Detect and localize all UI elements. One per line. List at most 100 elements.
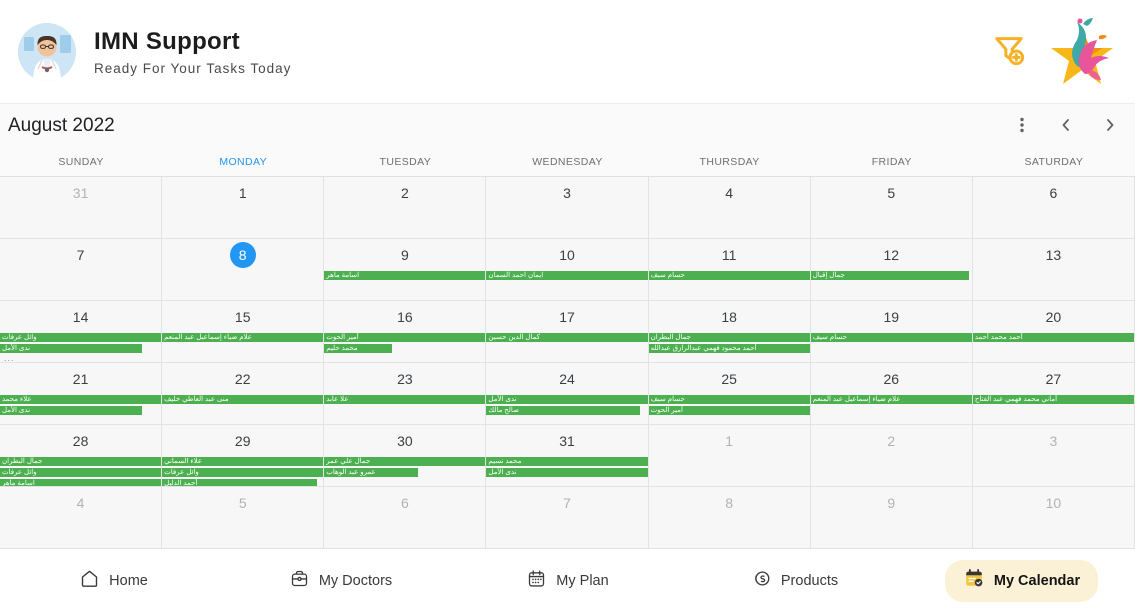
day-cell[interactable]: 4 (0, 487, 163, 549)
day-cell[interactable]: 31 (0, 177, 163, 239)
day-cell[interactable]: 24 ندى الأمل صالح مالك (486, 363, 649, 425)
event-bar[interactable]: صالح مالك (486, 406, 640, 415)
day-cell[interactable]: 7 (486, 487, 649, 549)
day-number: 6 (1049, 185, 1058, 201)
day-cell[interactable]: 19 حسام سيف (810, 301, 973, 363)
day-cell[interactable]: 22 منى عبد العاطي خليف (162, 363, 325, 425)
event-bar[interactable]: ندى الأمل (486, 395, 648, 404)
day-cell[interactable]: 5 (810, 177, 973, 239)
weekday-header-row: SUNDAY MONDAY TUESDAY WEDNESDAY THURSDAY… (0, 148, 1135, 176)
event-bar[interactable]: جمال البطران (648, 333, 810, 342)
event-bar[interactable]: أمير الحوت (324, 333, 486, 342)
day-cell[interactable]: 15 علام ضياء إسماعيل عبد المنعم (162, 301, 325, 363)
day-cell[interactable]: 29 علاء السماني وائل عرفات أحمد الدليل (162, 425, 325, 487)
avatar[interactable] (18, 22, 76, 81)
day-cell[interactable]: 21 علاء محمد ندى الأمل (0, 363, 163, 425)
event-bar[interactable]: عمرو عبد الوهاب (324, 468, 418, 477)
day-cell[interactable]: 26 علام ضياء إسماعيل عبد المنعم (810, 363, 973, 425)
day-cell[interactable]: 6 (972, 177, 1135, 239)
next-month-button[interactable] (1093, 109, 1127, 143)
day-cell[interactable]: 2 (810, 425, 973, 487)
day-cell[interactable]: 18 جمال البطران أحمد محمود فهمي عبدالرازق … (648, 301, 811, 363)
day-cell[interactable]: 31 محمد نسيم ندى الأمل (486, 425, 649, 487)
day-cell[interactable]: 4 (648, 177, 811, 239)
more-options-button[interactable] (1005, 109, 1039, 143)
event-bar[interactable]: اسامة ماهر (0, 479, 162, 486)
prev-month-button[interactable] (1049, 109, 1083, 143)
event-bar[interactable]: أمير الحوت (648, 406, 810, 415)
filter-add-button[interactable] (985, 28, 1033, 76)
event-bar[interactable]: منى عبد العاطي خليف (162, 395, 324, 404)
day-cell[interactable]: 10 ايمان احمد السمان (486, 239, 649, 301)
day-cell[interactable]: 8 (162, 239, 325, 301)
day-cell[interactable]: 1 (648, 425, 811, 487)
event-bar[interactable]: اسامة ماهر (324, 271, 486, 280)
day-cell[interactable]: 20 أحمد محمد أحمد (972, 301, 1135, 363)
event-bar[interactable]: أحمد محمود فهمي عبدالرازق عبدالله (648, 344, 810, 353)
event-bar[interactable]: وائل عرفات (0, 468, 162, 477)
day-cell[interactable]: 25 حسام سيف أمير الحوت (648, 363, 811, 425)
day-cell[interactable]: 23 علا عابد (324, 363, 487, 425)
event-bar[interactable]: جمال إقبال (810, 271, 969, 280)
day-cell[interactable]: 5 (162, 487, 325, 549)
day-cell[interactable]: 28 جمال البطران وائل عرفات اسامة ماهر (0, 425, 163, 487)
day-cell[interactable]: 30 جمال علي عمر عمرو عبد الوهاب (324, 425, 487, 487)
event-bar[interactable]: حسام سيف (648, 395, 810, 404)
day-cell[interactable]: 1 (162, 177, 325, 239)
nav-item-home[interactable]: Home (0, 559, 227, 603)
day-number: 31 (559, 433, 575, 449)
day-cell[interactable]: 7 (0, 239, 163, 301)
day-cell[interactable]: 10 (972, 487, 1135, 549)
day-cell[interactable]: 12 جمال إقبال (810, 239, 973, 301)
day-number: 29 (234, 433, 251, 449)
event-bar[interactable]: محمد حليم (324, 344, 392, 353)
event-bar[interactable]: أحمد الدليل (162, 479, 317, 486)
day-cell[interactable]: 9 اسامة ماهر (324, 239, 487, 301)
event-bar[interactable]: علاء محمد (0, 395, 162, 404)
event-bar[interactable]: حسام سيف (648, 271, 810, 280)
nav-label-my-doctors: My Doctors (318, 572, 393, 589)
event-bar[interactable]: علام ضياء إسماعيل عبد المنعم (162, 333, 324, 342)
day-number: 2 (400, 185, 409, 201)
event-bar[interactable]: وائل عرفات (162, 468, 324, 477)
nav-item-my-calendar[interactable]: My Calendar (944, 559, 1099, 602)
event-bar[interactable]: كمال الدين حسين (486, 333, 648, 342)
event-bar[interactable]: ايمان احمد السمان (486, 271, 648, 280)
event-bar[interactable]: ندى الأمل (486, 468, 648, 477)
day-cell[interactable]: 2 (324, 177, 487, 239)
products-icon (751, 568, 772, 594)
event-bar[interactable]: أماني محمد فهمي عبد الفتاح (972, 395, 1134, 404)
app-title: IMN Support (94, 27, 240, 55)
day-number: 8 (725, 495, 734, 511)
star-logo (1047, 14, 1117, 90)
event-bar[interactable]: جمال علي عمر (324, 457, 486, 466)
day-cell[interactable]: 11 حسام سيف (648, 239, 811, 301)
day-cell[interactable]: 13 (972, 239, 1135, 301)
nav-item-my-doctors[interactable]: My Doctors (227, 559, 454, 603)
day-cell[interactable]: 14 وائل عرفات ندى الأمل... (0, 301, 163, 363)
weekday-wednesday: WEDNESDAY (532, 156, 603, 168)
event-bar[interactable]: علاء السماني (162, 457, 324, 466)
event-bar[interactable]: حسام سيف (810, 333, 972, 342)
event-bar[interactable]: ندى الأمل (0, 344, 142, 353)
event-bar[interactable]: علا عابد (324, 395, 486, 404)
day-cell[interactable]: 3 (972, 425, 1135, 487)
day-cell[interactable]: 3 (486, 177, 649, 239)
event-bar[interactable]: ندى الأمل (0, 406, 142, 415)
day-cell[interactable]: 16 أمير الحوت محمد حليم (324, 301, 487, 363)
day-cell[interactable]: 17 كمال الدين حسين (486, 301, 649, 363)
event-bar[interactable]: جمال البطران (0, 457, 162, 466)
day-number: 19 (883, 309, 900, 325)
day-cell[interactable]: 8 (648, 487, 811, 549)
more-events-indicator[interactable]: ... (4, 353, 15, 363)
day-cell[interactable]: 27 أماني محمد فهمي عبد الفتاح (972, 363, 1135, 425)
event-bar[interactable]: أحمد محمد أحمد (972, 333, 1134, 342)
nav-item-products[interactable]: Products (681, 559, 908, 603)
day-number: 30 (397, 433, 413, 449)
event-bar[interactable]: علام ضياء إسماعيل عبد المنعم (810, 395, 972, 404)
nav-item-my-plan[interactable]: My Plan (454, 559, 681, 603)
event-bar[interactable]: وائل عرفات (0, 333, 162, 342)
day-cell[interactable]: 9 (810, 487, 973, 549)
day-cell[interactable]: 6 (324, 487, 487, 549)
event-bar[interactable]: محمد نسيم (486, 457, 648, 466)
